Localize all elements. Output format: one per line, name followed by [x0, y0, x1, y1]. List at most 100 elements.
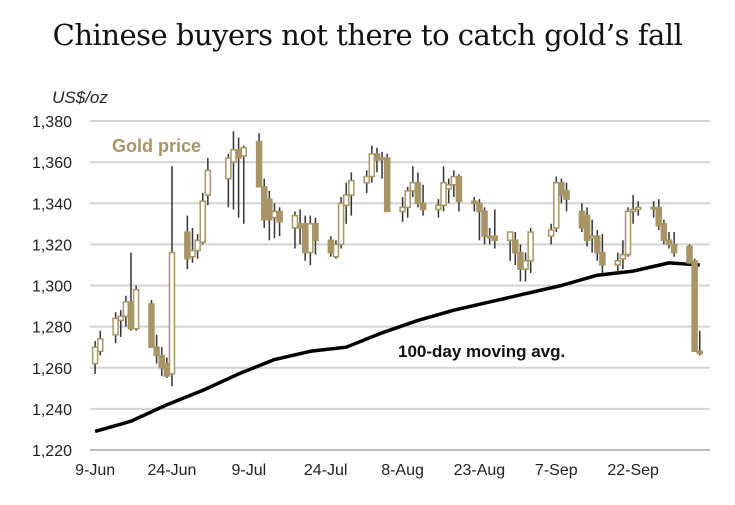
- candle-up: [619, 253, 627, 260]
- x-tick-label: 24-Jun: [148, 462, 197, 479]
- y-tick-label: 1,220: [32, 443, 72, 460]
- y-tick-label: 1,340: [32, 196, 72, 213]
- candle-down: [163, 362, 171, 377]
- candle-up: [435, 204, 442, 211]
- candle-up: [440, 181, 447, 207]
- x-tick-label: 24-Jul: [304, 462, 348, 479]
- candle-up: [527, 231, 534, 262]
- candle-down: [471, 200, 478, 205]
- candle-up: [378, 157, 386, 161]
- candle-up: [225, 157, 232, 180]
- candle-up: [194, 239, 201, 252]
- y-tick-label: 1,240: [32, 402, 72, 419]
- candle-up: [506, 231, 514, 242]
- gridlines: [90, 120, 710, 451]
- candle-down: [276, 210, 283, 223]
- candle-up: [445, 183, 452, 190]
- candle-up: [363, 175, 370, 184]
- candle-down: [373, 153, 381, 161]
- candle-up: [122, 301, 130, 318]
- candle-up: [368, 153, 376, 178]
- candle-up: [117, 315, 124, 322]
- candle-down: [419, 202, 427, 211]
- candle-down: [670, 243, 678, 254]
- candle-up: [624, 210, 632, 256]
- candle-down: [158, 354, 165, 369]
- y-tick-label: 1,360: [32, 155, 72, 172]
- candle-up: [132, 288, 140, 330]
- candle-up: [650, 206, 657, 210]
- candle-up: [547, 229, 555, 237]
- candle-up: [409, 181, 417, 192]
- candle-up: [112, 317, 119, 336]
- candle-down: [517, 251, 524, 270]
- candle-down: [665, 239, 673, 246]
- candle-down: [696, 350, 704, 355]
- candle-up: [588, 235, 596, 239]
- x-tick-label: 9-Jul: [231, 462, 266, 479]
- candle-up: [199, 200, 206, 244]
- candle-up: [614, 260, 622, 266]
- moving-average-label: 100-day moving avg.: [398, 342, 565, 361]
- candle-up: [332, 243, 340, 258]
- candle-down: [599, 251, 606, 266]
- candle-down: [583, 214, 591, 242]
- candle-up: [96, 338, 104, 353]
- candle-down: [563, 190, 570, 200]
- candle-down: [558, 181, 565, 196]
- candle-up: [240, 146, 247, 157]
- candle-down: [686, 245, 693, 264]
- gold-price-label: Gold price: [112, 136, 201, 156]
- candle-up: [348, 179, 355, 196]
- candle-up: [450, 175, 458, 186]
- candle-down: [235, 149, 242, 159]
- x-tick-label: 8-Aug: [381, 462, 424, 479]
- candle-down: [153, 346, 160, 357]
- candle-up: [337, 202, 345, 246]
- candle-down: [655, 206, 663, 227]
- y-tick-label: 1,280: [32, 320, 72, 337]
- candle-down: [578, 210, 586, 229]
- candle-up: [399, 206, 406, 213]
- candle-up: [342, 194, 350, 207]
- y-tick-label: 1,380: [32, 114, 72, 131]
- candle-down: [476, 202, 483, 213]
- x-tick-label: 7-Sep: [535, 462, 578, 479]
- x-tick-label: 9-Jun: [75, 462, 115, 479]
- candle-up: [91, 346, 99, 365]
- candle-down: [260, 186, 268, 221]
- candle-down: [594, 235, 601, 254]
- chart-title: Chinese buyers not there to catch gold’s…: [52, 18, 683, 52]
- candles: [91, 131, 704, 387]
- candle-down: [327, 239, 335, 254]
- x-tick-label: 23-Aug: [454, 462, 506, 479]
- candle-down: [148, 303, 155, 348]
- candle-up: [404, 190, 411, 209]
- candle-down: [184, 231, 191, 260]
- candle-down: [255, 140, 263, 188]
- candle-down: [414, 181, 422, 204]
- x-tick-label: 22-Sep: [607, 462, 659, 479]
- y-tick-label: 1,320: [32, 237, 72, 254]
- candle-up: [629, 208, 637, 213]
- candle-up: [168, 251, 176, 375]
- candle-down: [266, 198, 273, 221]
- candle-down: [691, 260, 698, 353]
- candle-up: [291, 214, 299, 229]
- candle-up: [230, 149, 237, 163]
- candle-down: [455, 175, 463, 202]
- candle-up: [553, 181, 560, 229]
- candle-up: [189, 249, 196, 258]
- candle-up: [307, 223, 314, 254]
- candle-up: [522, 260, 529, 270]
- candle-down: [296, 223, 304, 229]
- candle-down: [491, 235, 499, 242]
- candle-down: [512, 239, 519, 254]
- candle-down: [481, 210, 488, 237]
- y-axis-label: US$/oz: [52, 88, 108, 107]
- moving-average-line: [94, 261, 700, 434]
- candle-down: [301, 223, 309, 254]
- candle-up: [486, 235, 493, 239]
- candle-down: [127, 301, 135, 330]
